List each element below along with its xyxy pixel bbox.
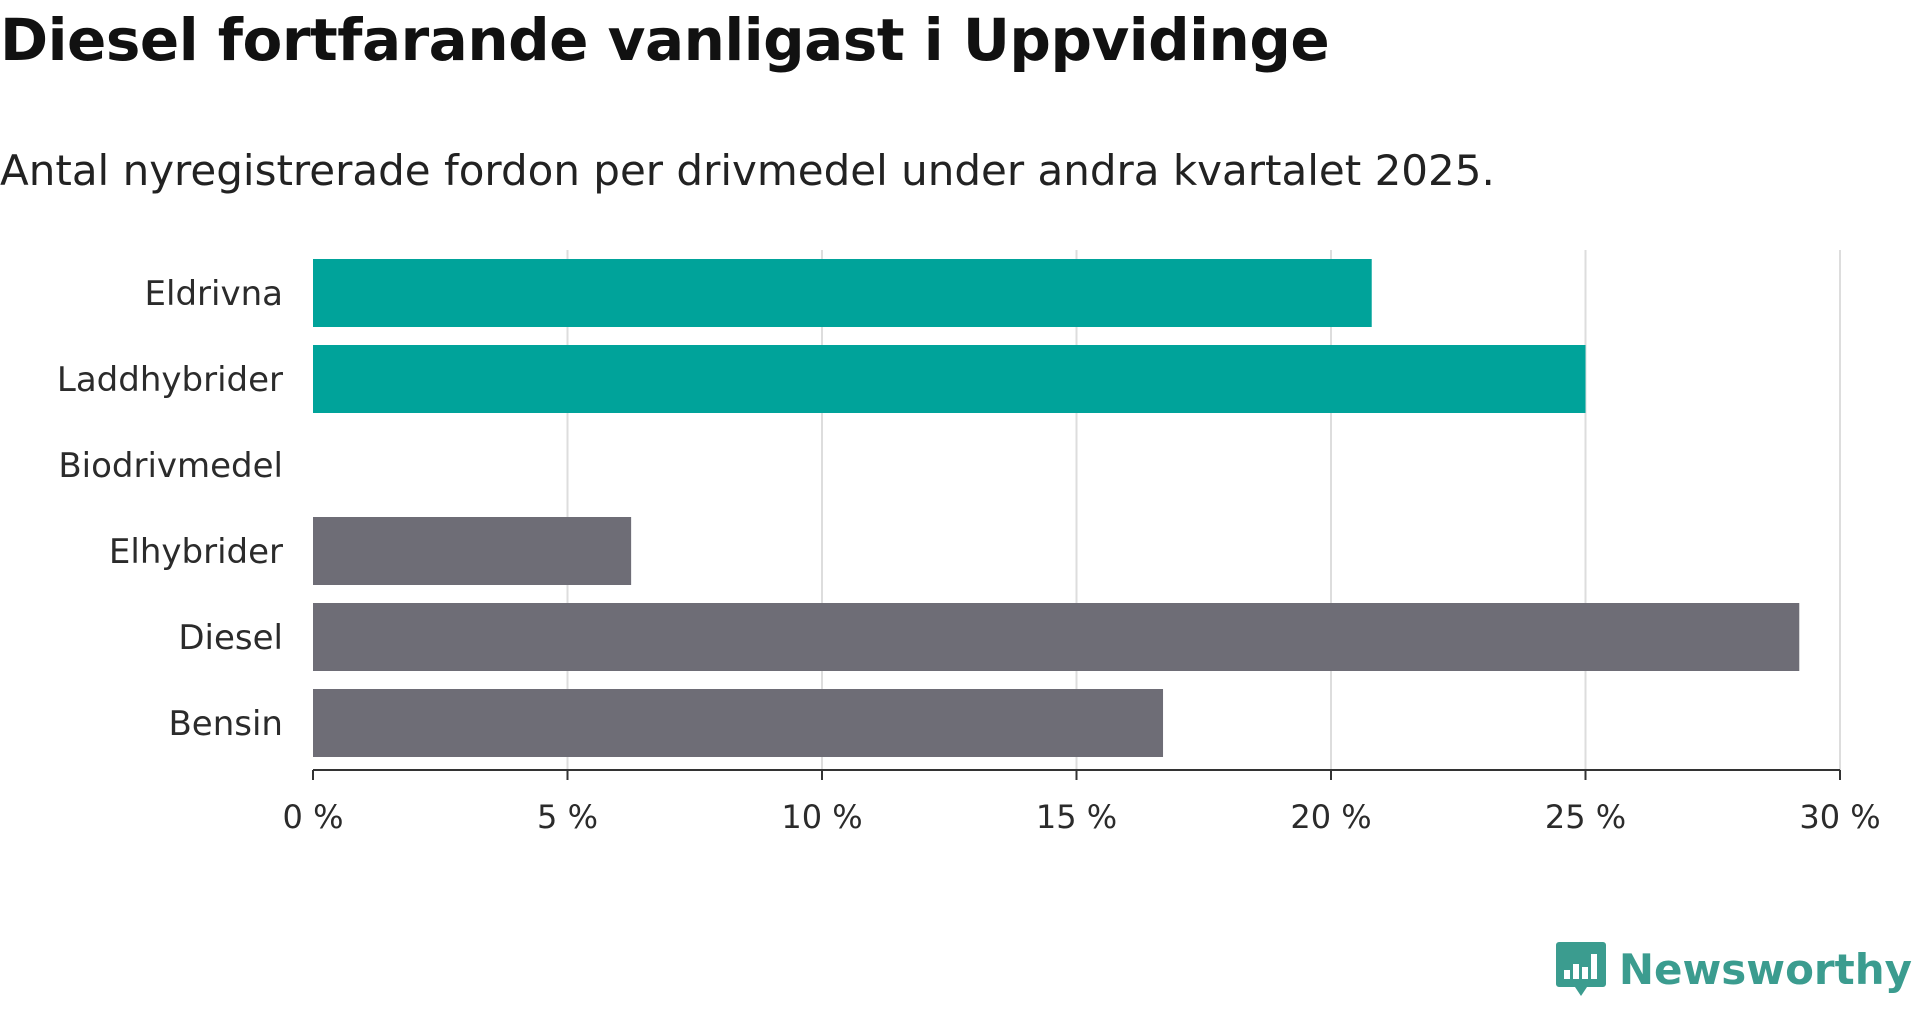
newsworthy-logo: Newsworthy: [1555, 940, 1912, 998]
bar-eldrivna: [313, 259, 1372, 327]
category-labels: Eldrivna Laddhybrider Biodrivmedel Elhybrid…: [57, 274, 283, 744]
x-tick-label: 10 %: [781, 798, 862, 836]
category-label: Biodrivmedel: [58, 446, 283, 486]
category-label: Diesel: [178, 618, 283, 658]
category-label: Eldrivna: [145, 274, 283, 314]
x-tick-label: 25 %: [1545, 798, 1626, 836]
x-tick-label: 15 %: [1036, 798, 1117, 836]
bar-laddhybrider: [313, 345, 1586, 413]
x-tick-label: 5 %: [537, 798, 598, 836]
x-tick-label: 30 %: [1799, 798, 1880, 836]
bar-diesel: [313, 603, 1800, 671]
category-label: Bensin: [168, 704, 283, 744]
bars: [313, 259, 1800, 757]
grid-lines: [566, 250, 1841, 770]
logo-text: Newsworthy: [1618, 944, 1912, 994]
x-axis: 0 % 5 % 10 % 15 % 20 % 25 % 30 %: [283, 769, 1881, 836]
x-tick-label: 0 %: [283, 798, 344, 836]
bar-bensin: [313, 689, 1164, 757]
chart-subtitle: Antal nyregistrerade fordon per drivmede…: [0, 146, 1495, 195]
category-label: Elhybrider: [109, 532, 283, 572]
category-label: Laddhybrider: [57, 360, 283, 400]
x-tick-label: 20 %: [1290, 798, 1371, 836]
chart-title: Diesel fortfarande vanligast i Uppviding…: [0, 6, 1330, 74]
bar-elhybrider: [313, 517, 632, 585]
bar-chart-speech-bubble-icon: [1555, 942, 1606, 996]
bar-chart: Eldrivna Laddhybrider Biodrivmedel Elhybrid…: [57, 250, 1881, 836]
